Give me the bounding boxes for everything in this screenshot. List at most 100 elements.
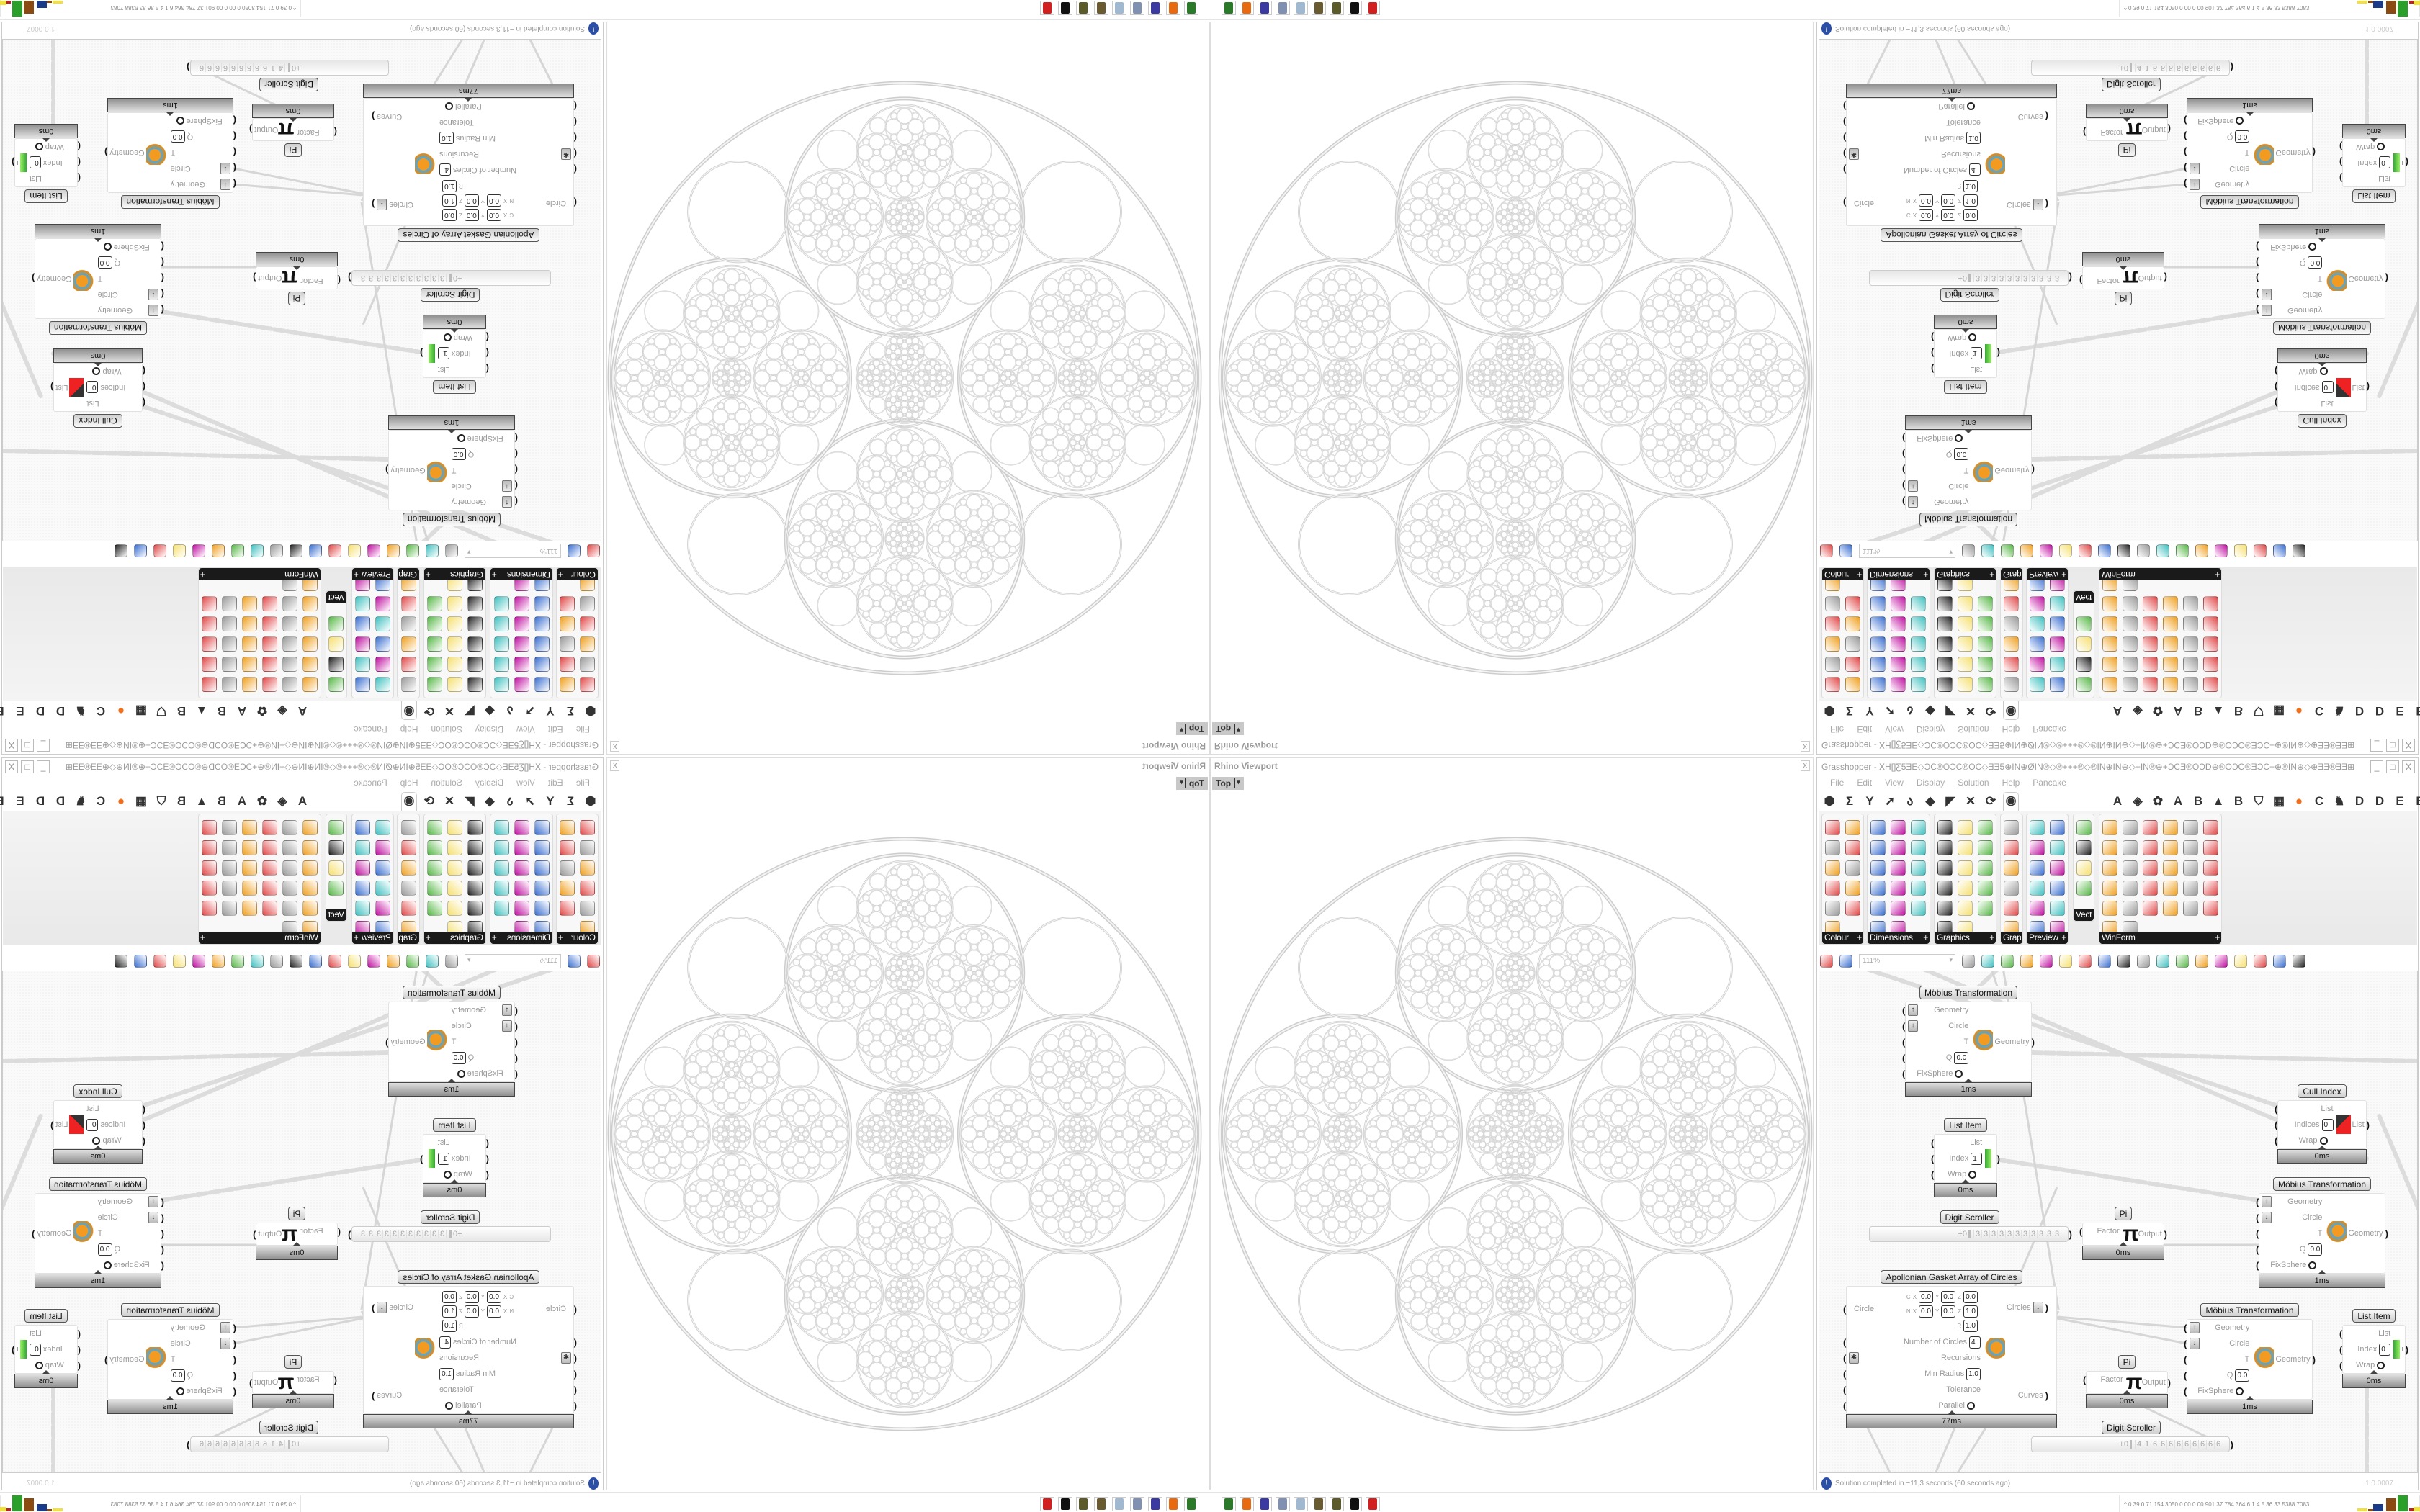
menu-help[interactable]: Help (2002, 778, 2020, 788)
toggle-icon[interactable] (2203, 901, 2218, 916)
scroller-digit[interactable]: 3 (2053, 1230, 2061, 1238)
bulb-icon[interactable] (2137, 955, 2150, 968)
reparameterize-icon[interactable]: ✱ (1849, 1352, 1859, 1364)
document-pen-icon[interactable] (2079, 955, 2092, 968)
flatten-icon[interactable]: ↓ (1908, 1020, 1918, 1032)
panel-icon[interactable] (2203, 840, 2218, 855)
scroller-digit[interactable]: 6 (2198, 1440, 2206, 1449)
ribbon-group-label[interactable]: Graphics + (1935, 932, 1996, 944)
orange-ball-icon[interactable] (2273, 955, 2286, 968)
save-snow-icon[interactable] (1978, 901, 1993, 916)
histogram-icon[interactable] (2004, 820, 2019, 835)
stack-icon[interactable] (2203, 860, 2218, 876)
flatten-icon[interactable]: ↓ (2190, 1338, 2200, 1349)
input-grip[interactable]: ( (2275, 1135, 2278, 1146)
scroller-digit[interactable]: 6 (2182, 1440, 2190, 1449)
menu-view[interactable]: View (1885, 778, 1904, 788)
toggle-icon[interactable] (1968, 1170, 1977, 1179)
pi-component[interactable]: Pi(Factor π Output) 0ms (2083, 1355, 2171, 1408)
cup-grey-icon[interactable] (2176, 955, 2189, 968)
scroller-digit[interactable]: 6 (2190, 1440, 2198, 1449)
input-grip[interactable]: ( (1931, 1137, 1935, 1148)
network-icon[interactable] (2203, 820, 2218, 835)
scroll-icon[interactable] (2183, 901, 2198, 916)
orange-tab[interactable]: ● (2295, 794, 2303, 808)
ribbon-group-label[interactable]: Colour + (1822, 932, 1863, 944)
vector-arrows-icon[interactable] (2076, 860, 2092, 876)
colour-rgb-icon[interactable] (1825, 840, 1840, 855)
scroller-digit[interactable]: 3 (1989, 1230, 1997, 1238)
scroller-digit[interactable]: 3 (2037, 1230, 2045, 1238)
x-value[interactable]: 0.0 (1919, 1290, 1933, 1303)
performance-meter[interactable]: ^ 0.39 0.71 154 3050 0.00 0.00 901 37 78… (2119, 1495, 2420, 1512)
colour-hsl-box-icon[interactable] (1825, 860, 1840, 876)
gradient-square-icon[interactable] (2030, 901, 2045, 916)
output-grip[interactable]: ) (2405, 1344, 2408, 1355)
label-icon[interactable] (2163, 820, 2178, 835)
ribbon-group-label[interactable]: Preview + (2027, 932, 2068, 944)
input-value[interactable]: 0 (2321, 1118, 2334, 1131)
calendar-icon[interactable] (2163, 901, 2178, 916)
leaf-tab[interactable]: ◈ (2133, 794, 2143, 808)
button-icon[interactable] (2203, 881, 2218, 896)
scroller-digit[interactable]: 3 (1981, 1230, 1989, 1238)
eye-ring-icon[interactable] (1978, 820, 1993, 835)
expand-plus-icon[interactable]: + (1923, 932, 1928, 942)
expand-plus-icon[interactable]: + (1989, 932, 1994, 942)
component-title[interactable]: Cull Index (2298, 1084, 2347, 1098)
input-grip[interactable]: ( (2184, 1385, 2187, 1397)
output-grip[interactable]: ) (2230, 1439, 2233, 1450)
radial-dim-icon[interactable] (1911, 881, 1926, 896)
vector-path-icon[interactable] (2076, 840, 2092, 855)
component-title[interactable]: Pi (2114, 1207, 2133, 1220)
text-t-bold-icon[interactable] (1958, 840, 1973, 855)
text-t-icon[interactable] (1958, 820, 1973, 835)
sphere-material-icon[interactable] (2030, 840, 2045, 855)
flatten-icon[interactable]: ↓ (2033, 1302, 2043, 1313)
arc-dim-icon[interactable] (1870, 901, 1886, 916)
swatch-magenta-icon[interactable] (1870, 860, 1886, 876)
toggle-icon[interactable] (1955, 1069, 1963, 1078)
intersect-tab[interactable]: ✕ (1965, 794, 1976, 808)
input-grip[interactable]: ( (1931, 1153, 1935, 1164)
serial-dim-icon[interactable] (1891, 860, 1906, 876)
params-tab[interactable]: ⬢ (1824, 794, 1835, 808)
save-mountain-icon[interactable] (1978, 881, 1993, 896)
input-value[interactable]: 1.0 (1966, 1367, 1981, 1380)
slider-v-icon[interactable] (2163, 881, 2178, 896)
mobius-component[interactable]: Möbius Transformation(↑ Geometry(↓ Circle(… (1902, 986, 2035, 1097)
input-grip[interactable]: ( (2184, 1322, 2187, 1333)
input-value[interactable]: 0.0 (2308, 1243, 2323, 1256)
tag-delete-icon[interactable] (1870, 820, 1886, 835)
ribbon-group-label[interactable]: WinForm + (2099, 932, 2221, 944)
angle-dim-icon[interactable] (1891, 881, 1906, 896)
output-grip[interactable]: ) (2164, 1228, 2167, 1240)
scroller-digit[interactable]: 3 (2005, 1230, 2013, 1238)
shield-tab[interactable]: ⛉ (2254, 794, 2264, 808)
input-grip[interactable]: ( (2275, 1103, 2278, 1115)
plugin-c-tab[interactable]: C (2314, 794, 2324, 808)
green-leaf-icon[interactable] (2254, 955, 2267, 968)
search-s-icon[interactable] (2098, 955, 2111, 968)
component-title[interactable]: Pi (2118, 1355, 2136, 1369)
vector-tab[interactable]: ➚ (1884, 794, 1896, 808)
red-gem-icon[interactable] (2215, 955, 2228, 968)
colour-cmyk-icon[interactable] (1845, 840, 1860, 855)
node-panel-icon[interactable] (2143, 881, 2158, 896)
expand-plus-icon[interactable]: + (2061, 932, 2066, 942)
toggle-icon[interactable] (2319, 1136, 2328, 1145)
output-grip[interactable]: ) (2031, 1036, 2035, 1048)
hsv-icon[interactable] (1845, 881, 1860, 896)
input-grip[interactable]: ( (2079, 1225, 2083, 1237)
scroller-digit[interactable]: 6 (2159, 1440, 2166, 1449)
rhino-app-icon[interactable] (1222, 1497, 1236, 1511)
toggle-icon[interactable] (2377, 1361, 2385, 1369)
scroller-digit[interactable]: 6 (2206, 1440, 2214, 1449)
flatten-icon[interactable]: ↓ (2262, 1212, 2272, 1223)
button-ok-icon[interactable] (2123, 881, 2138, 896)
scissors-x-icon[interactable] (2156, 955, 2169, 968)
toggle-icon[interactable] (1967, 1401, 1975, 1410)
plugin-d2-tab[interactable]: D (2375, 794, 2385, 808)
menu-solution[interactable]: Solution (1958, 778, 1989, 788)
vector-order-icon[interactable] (2076, 820, 2092, 835)
